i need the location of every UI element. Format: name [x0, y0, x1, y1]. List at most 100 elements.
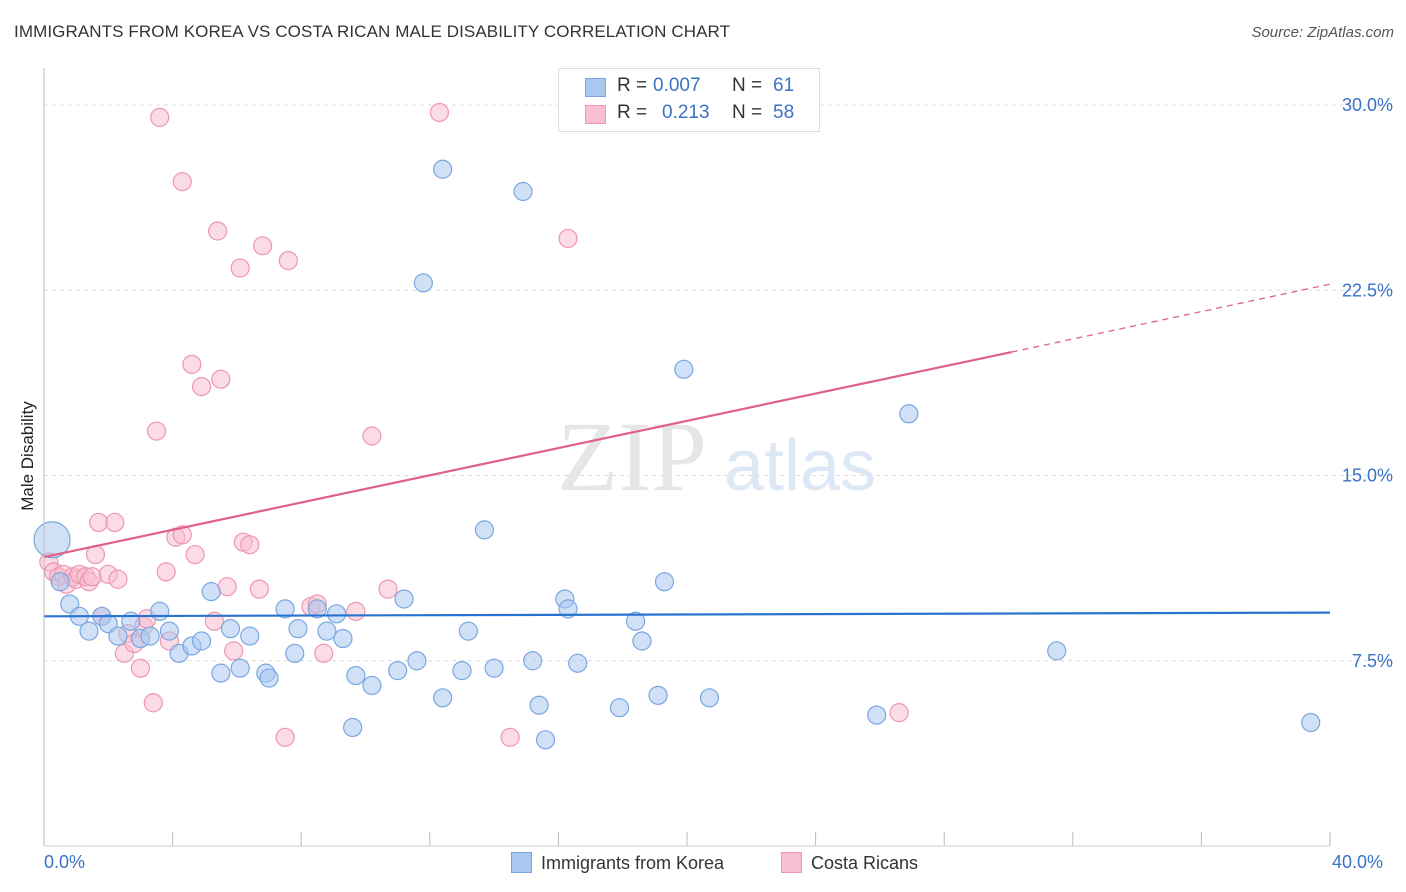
korea-point	[346, 665, 366, 686]
korea-point	[433, 688, 453, 708]
korea-point	[317, 621, 337, 641]
costa-ricans-point	[278, 251, 298, 271]
costa-ricans-point	[240, 535, 260, 555]
legend-r-value: 0.213	[662, 102, 710, 123]
korea-point	[674, 359, 694, 379]
korea-point	[609, 698, 630, 718]
costa-ricans-point	[362, 426, 382, 446]
legend-item-korea: Immigrants from Korea	[511, 852, 724, 874]
costa-ricans-point	[208, 221, 228, 241]
legend-r-label: R =	[617, 102, 648, 123]
costa-ricans-point	[217, 577, 237, 597]
korea-point	[211, 663, 231, 683]
korea-point	[407, 651, 427, 671]
watermark-atlas: atlas	[724, 426, 876, 506]
grid-lines	[44, 104, 1392, 662]
legend-label-korea: Immigrants from Korea	[541, 853, 725, 873]
x-tick-label-max: 40.0%	[1332, 852, 1384, 872]
korea-point	[333, 628, 353, 649]
korea-point	[699, 688, 720, 708]
korea-point	[79, 621, 99, 641]
stats-legend: R = 0.007 N = 61 R = 0.213 N = 58	[558, 68, 820, 132]
costa-ricans-point	[253, 236, 273, 256]
korea-point	[625, 611, 646, 631]
korea-point	[458, 621, 478, 641]
korea-point	[394, 589, 414, 609]
costa-ricans-point	[82, 567, 102, 587]
costa-ricans-point	[182, 354, 202, 374]
trend-lines	[43, 283, 1331, 618]
costa-ricans-point	[314, 643, 334, 663]
korea-point	[275, 599, 295, 619]
costa-ricans-point	[211, 369, 231, 389]
chart-title: IMMIGRANTS FROM KOREA VS COSTA RICAN MAL…	[14, 22, 731, 41]
legend-n-value: 58	[773, 102, 795, 123]
legend-n-label: N =	[732, 75, 763, 96]
korea-point	[474, 520, 495, 540]
korea-point	[867, 705, 887, 725]
x-tick-marks	[43, 832, 1331, 846]
costa-trend-extension	[1011, 283, 1331, 353]
korea-point	[285, 643, 305, 663]
x-tick-label-min: 0.0%	[44, 852, 86, 872]
korea-point	[568, 653, 588, 673]
korea-point	[433, 159, 453, 179]
costa-ricans-point	[230, 258, 250, 278]
source-label: Source: ZipAtlas.com	[1251, 24, 1394, 41]
y-tick-label: 7.5%	[1352, 651, 1393, 671]
korea-point	[159, 621, 179, 641]
costa-ricans-point	[156, 562, 176, 582]
costa-ricans-point	[172, 525, 192, 545]
korea-point	[50, 572, 70, 592]
costa-ricans-point	[172, 172, 192, 192]
costa-ricans-point	[89, 512, 109, 533]
costa-ricans-point	[558, 228, 578, 249]
korea-point	[326, 604, 347, 624]
korea-point	[558, 599, 578, 619]
costa-ricans-point	[249, 579, 270, 599]
korea-point	[523, 651, 543, 671]
costa-ricans-point	[146, 421, 167, 441]
y-tick-labels: 7.5% 15.0% 22.5% 30.0%	[1342, 95, 1393, 671]
korea-point	[484, 658, 504, 678]
korea-trend-line	[43, 611, 1331, 618]
costa-ricans-point	[346, 601, 366, 621]
korea-point	[452, 661, 472, 681]
costa-trend-line	[43, 350, 1012, 559]
korea-point	[535, 730, 556, 750]
costa-ricans-point	[105, 512, 125, 533]
korea-point	[307, 599, 327, 619]
korea-point	[220, 619, 241, 639]
legend-swatch-costa	[585, 105, 606, 124]
korea-point	[33, 521, 71, 559]
watermark-zip: ZIP	[557, 401, 707, 512]
korea-point	[513, 181, 533, 202]
korea-point	[108, 626, 128, 646]
legend-swatch-costa	[781, 852, 802, 873]
costa-ricans-point	[150, 107, 170, 127]
y-axis-label: Male Disability	[18, 401, 37, 511]
costa-ricans-point	[378, 579, 398, 599]
costa-ricans-point	[143, 693, 163, 713]
korea-point	[230, 658, 250, 678]
legend-r-label: R =	[617, 75, 648, 96]
legend-swatch-korea	[585, 78, 606, 97]
korea-point	[632, 631, 652, 651]
costa-ricans-point	[275, 727, 295, 747]
legend-r-value: 0.007	[653, 75, 701, 96]
korea-point	[240, 626, 260, 646]
korea-point	[343, 717, 363, 738]
korea-point	[191, 631, 212, 651]
costa-ricans-point	[130, 658, 151, 678]
costa-ricans-point	[889, 703, 909, 723]
korea-point	[413, 273, 433, 293]
y-tick-label: 22.5%	[1342, 280, 1393, 300]
y-tick-label: 15.0%	[1342, 466, 1393, 486]
legend-item-costa: Costa Ricans	[781, 852, 918, 874]
korea-point	[150, 601, 170, 621]
legend-label-costa: Costa Ricans	[811, 853, 919, 873]
korea-point	[259, 668, 279, 688]
korea-point	[654, 572, 675, 592]
korea-point	[140, 626, 160, 646]
